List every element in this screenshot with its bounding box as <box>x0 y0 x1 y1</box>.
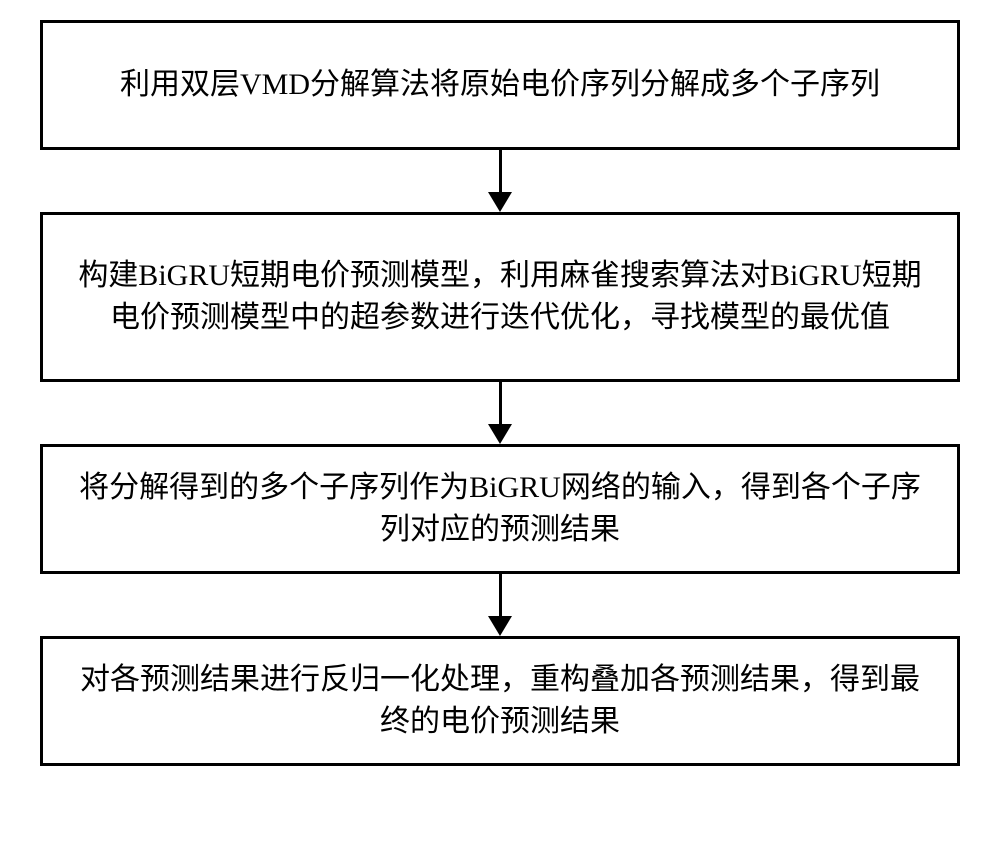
arrow-3 <box>488 574 512 636</box>
arrow-head <box>488 192 512 212</box>
arrow-2 <box>488 382 512 444</box>
arrow-head <box>488 616 512 636</box>
box-4-text: 对各预测结果进行反归一化处理，重构叠加各预测结果，得到最终的电价预测结果 <box>73 659 927 743</box>
arrow-1 <box>488 150 512 212</box>
flowchart-box-4: 对各预测结果进行反归一化处理，重构叠加各预测结果，得到最终的电价预测结果 <box>40 636 960 766</box>
box-2-text: 构建BiGRU短期电价预测模型，利用麻雀搜索算法对BiGRU短期电价预测模型中的… <box>73 255 927 339</box>
flowchart-box-3: 将分解得到的多个子序列作为BiGRU网络的输入，得到各个子序列对应的预测结果 <box>40 444 960 574</box>
flowchart-box-1: 利用双层VMD分解算法将原始电价序列分解成多个子序列 <box>40 20 960 150</box>
arrow-head <box>488 424 512 444</box>
arrow-line <box>499 382 502 424</box>
box-1-text: 利用双层VMD分解算法将原始电价序列分解成多个子序列 <box>120 64 880 106</box>
arrow-line <box>499 574 502 616</box>
arrow-line <box>499 150 502 192</box>
flowchart-box-2: 构建BiGRU短期电价预测模型，利用麻雀搜索算法对BiGRU短期电价预测模型中的… <box>40 212 960 382</box>
box-3-text: 将分解得到的多个子序列作为BiGRU网络的输入，得到各个子序列对应的预测结果 <box>73 467 927 551</box>
